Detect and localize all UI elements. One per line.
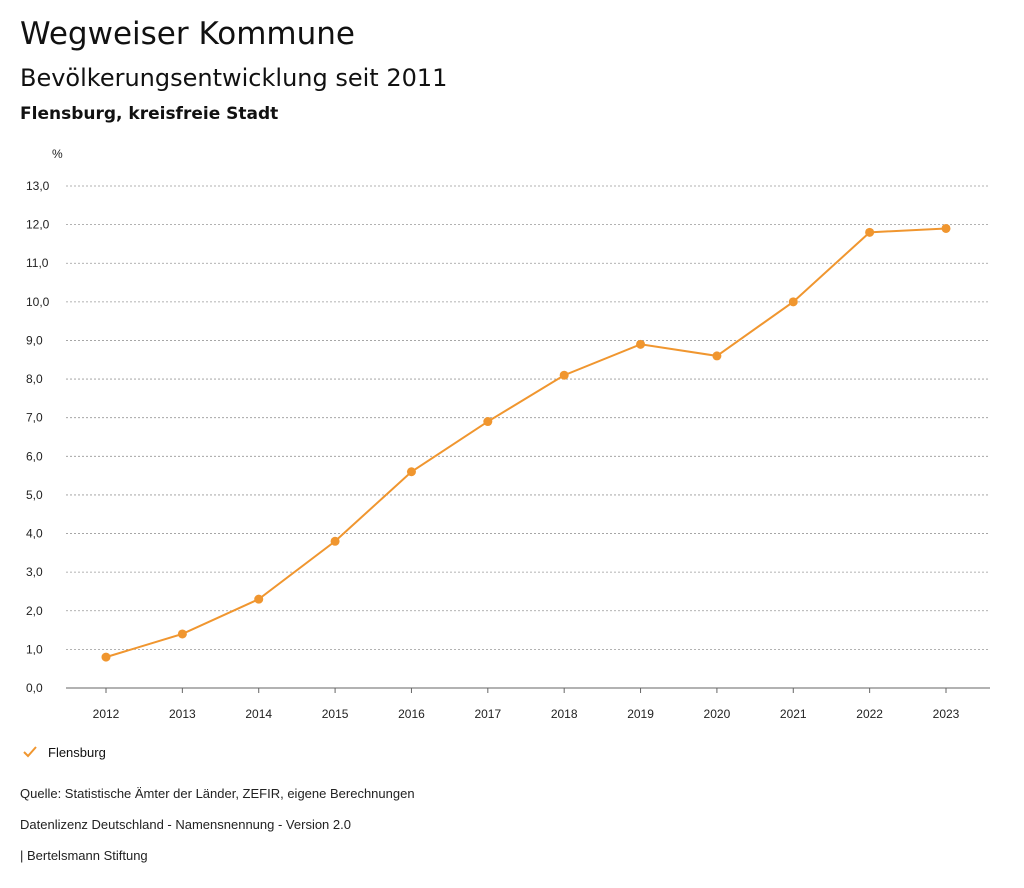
data-point (177, 629, 187, 639)
source-note: Quelle: Statistische Ämter der Länder, Z… (20, 786, 415, 801)
data-point (254, 594, 264, 604)
series-line (105, 227, 947, 659)
x-tick-label: 2015 (322, 707, 349, 721)
y-tick-label: 13,0 (26, 179, 50, 193)
y-tick-label: 0,0 (26, 681, 43, 695)
y-tick-label: 11,0 (26, 256, 49, 270)
legend[interactable]: Flensburg (22, 744, 106, 760)
x-tick-label: 2016 (398, 707, 425, 721)
legend-label: Flensburg (48, 744, 106, 760)
checkmark-icon (23, 746, 37, 758)
y-tick-label: 5,0 (26, 488, 43, 502)
y-tick-label: 2,0 (26, 604, 43, 618)
y-tick-label: 4,0 (26, 527, 43, 541)
data-point (712, 351, 722, 361)
x-tick-label: 2019 (627, 707, 654, 721)
data-point (330, 536, 340, 546)
y-tick-label: 6,0 (26, 449, 43, 463)
x-tick-label: 2022 (856, 707, 883, 721)
data-point (559, 370, 569, 380)
x-tick-label: 2013 (169, 707, 196, 721)
x-tick-label: 2012 (93, 707, 120, 721)
region-label: Flensburg, kreisfreie Stadt (20, 104, 279, 124)
y-tick-label: 9,0 (26, 333, 43, 347)
chart-subtitle: Bevölkerungsentwicklung seit 2011 (20, 64, 448, 92)
x-tick-label: 2020 (704, 707, 731, 721)
data-point (636, 339, 646, 349)
y-tick-label: 12,0 (26, 218, 50, 232)
line-chart: % 0,0 1,0 2,0 3,0 4,0 5,0 6,0 7,0 8,0 9,0 10,0 11,0 1… (26, 147, 990, 721)
page-title: Wegweiser Kommune (20, 16, 355, 52)
y-tick-label: 8,0 (26, 372, 43, 386)
data-point (941, 223, 951, 233)
data-point (406, 467, 416, 477)
y-axis-unit: % (52, 147, 63, 161)
data-point (101, 652, 111, 662)
y-tick-label: 7,0 (26, 411, 43, 425)
y-tick-label: 3,0 (26, 565, 43, 579)
x-tick-label: 2023 (933, 707, 960, 721)
license-note: Datenlizenz Deutschland - Namensnennung … (20, 817, 351, 832)
y-tick-label: 1,0 (26, 642, 43, 656)
y-tick-label: 10,0 (26, 295, 50, 309)
data-point (865, 227, 875, 237)
x-tick-label: 2017 (474, 707, 501, 721)
data-point (788, 297, 798, 307)
publisher-note: | Bertelsmann Stiftung (20, 848, 148, 863)
x-tick-label: 2014 (245, 707, 272, 721)
x-tick-label: 2021 (780, 707, 807, 721)
data-point (483, 417, 493, 427)
x-tick-label: 2018 (551, 707, 578, 721)
